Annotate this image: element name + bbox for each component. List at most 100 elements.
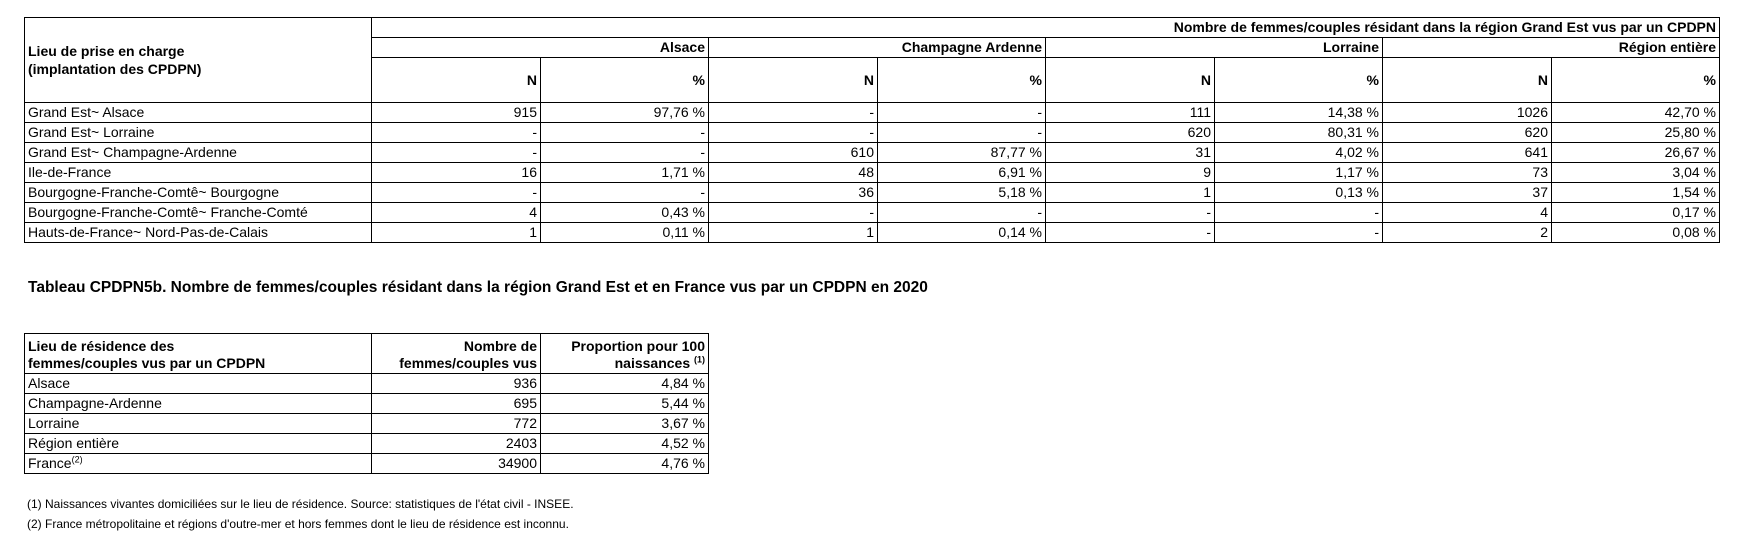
proportion-cell: 4,84 %	[540, 373, 709, 394]
t2-header-nombre-line-2: femmes/couples vus	[399, 355, 537, 371]
t2-header-lieu: Lieu de résidence des femmes/couples vus…	[24, 333, 372, 374]
n-cell: 73	[1382, 162, 1552, 183]
table-cpdpn5b: Lieu de résidence des femmes/couples vus…	[24, 333, 709, 474]
pct-cell: -	[1214, 202, 1383, 223]
pct-cell: 0,17 %	[1551, 202, 1720, 223]
n-header: N	[1382, 57, 1552, 103]
pct-cell: 0,11 %	[540, 222, 709, 243]
proportion-cell: 5,44 %	[540, 393, 709, 414]
n-cell: 37	[1382, 182, 1552, 203]
footnote-ref-1: (1)	[694, 354, 705, 365]
t2-header-proportion-text: naissances	[614, 355, 691, 371]
row-label: Bourgogne-Franche-Comtê~ Franche-Comté	[24, 202, 372, 223]
table2-body: Alsace 936 4,84 % Champagne-Ardenne 695 5,44 …	[24, 373, 709, 474]
table-row: Grand Est~ Lorraine - - - -620 80,31 % 620 25,8…	[24, 122, 1720, 143]
table-row: Hauts-de-France~ Nord-Pas-de-Calais 1 0,11…	[24, 222, 1720, 243]
top-header: Nombre de femmes/couples résidant dans l…	[371, 17, 1720, 38]
n-cell: -	[371, 182, 541, 203]
table-row: Grand Est~ Alsace 915 97,76 % - -111 14,38 % 1…	[24, 102, 1720, 123]
proportion-cell: 3,67 %	[540, 413, 709, 434]
region-header-champagne: Champagne Ardenne	[708, 37, 1046, 58]
pct-cell: 1,71 %	[540, 162, 709, 183]
t2-header-proportion-line-2: naissances (1)	[544, 355, 705, 372]
t2-header-nombre: Nombre de femmes/couples vus	[371, 333, 541, 374]
n-cell: -	[1045, 202, 1215, 223]
n-cell: -	[708, 202, 878, 223]
n-cell: 36	[708, 182, 878, 203]
pct-cell: 26,67 %	[1551, 142, 1720, 163]
row-label: Grand Est~ Champagne-Ardenne	[24, 142, 372, 163]
pct-cell: 3,04 %	[1551, 162, 1720, 183]
n-cell: 4	[371, 202, 541, 223]
table-cpdpn-prise-en-charge: Lieu de prise en charge (implantation de…	[24, 17, 1720, 243]
n-cell: -	[708, 122, 878, 143]
pct-header: %	[1551, 57, 1720, 103]
row-header-line-1: Lieu de prise en charge	[28, 43, 185, 59]
t2-header-proportion: Proportion pour 100 naissances (1)	[540, 333, 709, 374]
n-cell: -	[708, 102, 878, 123]
table-row: Lorraine 772 3,67 %	[24, 413, 709, 434]
n-cell: -	[371, 142, 541, 163]
pct-cell: 0,08 %	[1551, 222, 1720, 243]
region-header-alsace: Alsace	[371, 37, 709, 58]
row-header-line-2: (implantation des CPDPN)	[28, 61, 202, 77]
pct-cell: 42,70 %	[1551, 102, 1720, 123]
pct-cell: -	[877, 202, 1046, 223]
row-label-text: Champagne-Ardenne	[28, 395, 162, 411]
row-label: Ile-de-France	[24, 162, 372, 183]
n-cell: 620	[1045, 122, 1215, 143]
pct-cell: -	[877, 122, 1046, 143]
n-cell: 610	[708, 142, 878, 163]
table-row: Région entière 2403 4,52 %	[24, 433, 709, 454]
row-label: Champagne-Ardenne	[24, 393, 372, 414]
n-cell: 1	[708, 222, 878, 243]
pct-cell: 6,91 %	[877, 162, 1046, 183]
count-cell: 695	[371, 393, 541, 414]
n-cell: -	[1045, 222, 1215, 243]
n-cell: 620	[1382, 122, 1552, 143]
t2-header-nombre-line-1: Nombre de	[463, 338, 537, 354]
row-label-text: Alsace	[28, 375, 71, 391]
n-header: N	[371, 57, 541, 103]
row-header-cell: Lieu de prise en charge (implantation de…	[24, 17, 372, 103]
pct-cell: -	[540, 182, 709, 203]
row-label: Alsace	[24, 373, 372, 394]
proportion-cell: 4,76 %	[540, 453, 709, 474]
proportion-cell: 4,52 %	[540, 433, 709, 454]
count-cell: 772	[371, 413, 541, 434]
n-cell: 1	[1045, 182, 1215, 203]
pct-cell: 0,14 %	[877, 222, 1046, 243]
n-cell: 2	[1382, 222, 1552, 243]
pct-cell: 0,13 %	[1214, 182, 1383, 203]
n-cell: 1	[371, 222, 541, 243]
pct-header: %	[1214, 57, 1383, 103]
n-cell: 4	[1382, 202, 1552, 223]
n-cell: 48	[708, 162, 878, 183]
pct-cell: 87,77 %	[877, 142, 1046, 163]
table2-title: Tableau CPDPN5b. Nombre de femmes/couple…	[28, 279, 928, 296]
footnote-ref-2: (2)	[71, 454, 83, 465]
pct-cell: -	[1214, 222, 1383, 243]
table-row: France(2) 34900 4,76 %	[24, 453, 709, 474]
n-cell: 1026	[1382, 102, 1552, 123]
table-row: Champagne-Ardenne 695 5,44 %	[24, 393, 709, 414]
row-label-text: Région entière	[28, 435, 120, 451]
count-cell: 936	[371, 373, 541, 394]
n-cell: -	[371, 122, 541, 143]
pct-cell: -	[540, 122, 709, 143]
pct-cell: 4,02 %	[1214, 142, 1383, 163]
pct-cell: 97,76 %	[540, 102, 709, 123]
region-header-region: Région entière	[1382, 37, 1720, 58]
table-row: Ile-de-France 16 1,71 % 48 6,91 % 9 1,17 % 73 3,…	[24, 162, 1720, 183]
table-row: Bourgogne-Franche-Comtê~ Franche-Comté 4 0…	[24, 202, 1720, 223]
row-label-text: France	[28, 455, 72, 471]
region-header-lorraine: Lorraine	[1045, 37, 1383, 58]
table1-body: Grand Est~ Alsace 915 97,76 % - -111 14,38 % 1…	[24, 102, 1720, 243]
pct-cell: 0,43 %	[540, 202, 709, 223]
n-cell: 915	[371, 102, 541, 123]
row-label: Grand Est~ Alsace	[24, 102, 372, 123]
row-label: Hauts-de-France~ Nord-Pas-de-Calais	[24, 222, 372, 243]
row-label: Bourgogne-Franche-Comtê~ Bourgogne	[24, 182, 372, 203]
n-cell: 16	[371, 162, 541, 183]
n-cell: 641	[1382, 142, 1552, 163]
